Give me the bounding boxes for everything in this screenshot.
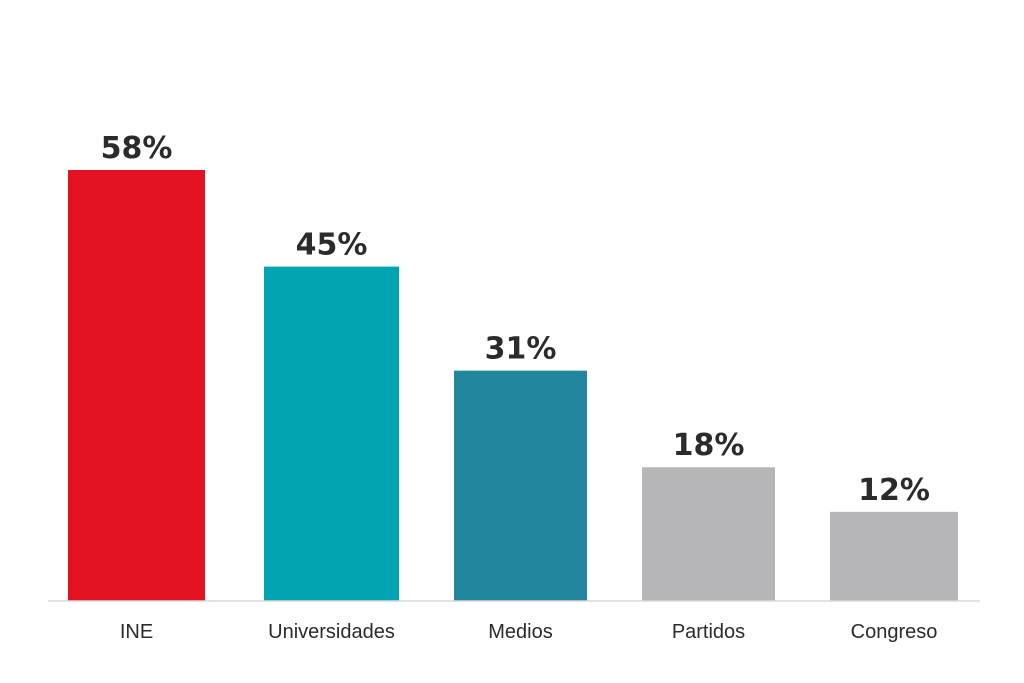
value-label-ine: 58% <box>101 131 173 166</box>
value-labels-group: 58% 45% 31% 18% 12% <box>101 131 930 508</box>
category-labels-group: INE Universidades Medios Partidos Congreso <box>120 621 938 643</box>
bar-partidos <box>642 467 775 601</box>
bar-ine <box>68 170 205 601</box>
value-label-medios: 31% <box>485 332 557 367</box>
value-label-universidades: 45% <box>296 228 368 263</box>
value-label-partidos: 18% <box>673 428 745 463</box>
category-label-ine: INE <box>120 621 153 643</box>
category-label-medios: Medios <box>488 621 552 643</box>
value-label-congreso: 12% <box>858 473 930 508</box>
bar-universidades <box>264 266 399 601</box>
category-label-congreso: Congreso <box>851 621 938 643</box>
category-label-universidades: Universidades <box>268 621 395 643</box>
bar-congreso <box>830 511 958 601</box>
category-label-partidos: Partidos <box>672 621 745 643</box>
bars-group <box>68 170 958 601</box>
bar-medios <box>454 370 587 601</box>
